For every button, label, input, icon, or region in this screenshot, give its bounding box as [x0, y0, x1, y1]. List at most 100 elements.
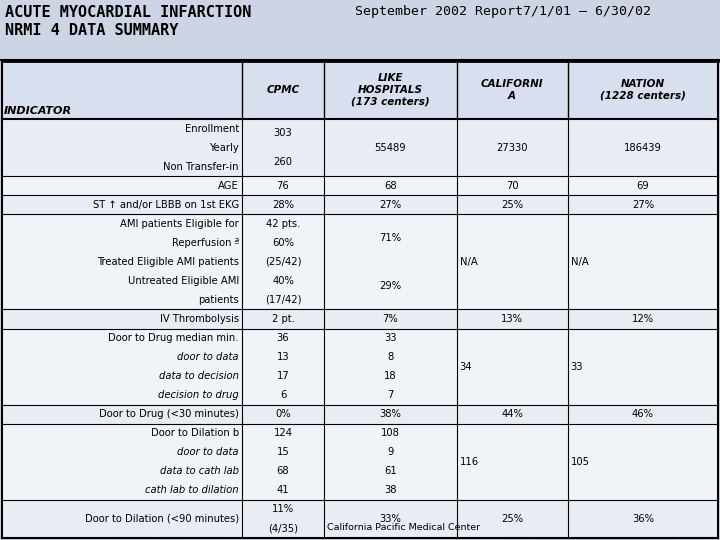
Text: Yearly: Yearly: [209, 143, 239, 153]
Text: 40%: 40%: [272, 276, 294, 286]
Text: LIKE
HOSPITALS
(173 centers): LIKE HOSPITALS (173 centers): [351, 73, 430, 107]
Text: 0%: 0%: [275, 409, 291, 419]
Bar: [2, 214, 718, 309]
Text: Door to Drug median min.: Door to Drug median min.: [109, 333, 239, 343]
Text: patients: patients: [198, 295, 239, 305]
Text: 13%: 13%: [501, 314, 523, 324]
Text: 68: 68: [384, 181, 397, 191]
Text: 7: 7: [387, 390, 394, 400]
Text: 60%: 60%: [272, 238, 294, 248]
Text: 28%: 28%: [272, 200, 294, 210]
Text: NATION
(1228 centers): NATION (1228 centers): [600, 79, 685, 101]
Text: 69: 69: [636, 181, 649, 191]
Text: Door to Dilation b: Door to Dilation b: [150, 428, 239, 438]
Text: cath lab to dilation: cath lab to dilation: [145, 485, 239, 495]
Text: 13: 13: [276, 352, 289, 362]
Text: (25/42): (25/42): [265, 257, 301, 267]
Ellipse shape: [15, 480, 185, 540]
Text: Untreated Eligible AMI: Untreated Eligible AMI: [127, 276, 239, 286]
Text: AMI patients Eligible for: AMI patients Eligible for: [120, 219, 239, 229]
Bar: [2, 309, 718, 328]
Text: 7%: 7%: [382, 314, 398, 324]
Text: 61: 61: [384, 467, 397, 476]
Text: decision to drug: decision to drug: [158, 390, 239, 400]
Text: 108: 108: [381, 428, 400, 438]
Text: Treated Eligible AMI patients: Treated Eligible AMI patients: [97, 257, 239, 267]
Text: 11%: 11%: [272, 504, 294, 515]
Bar: [2, 176, 718, 195]
Text: door to data: door to data: [177, 447, 239, 457]
Text: 38%: 38%: [379, 409, 401, 419]
Text: CPMC: CPMC: [266, 85, 300, 95]
Text: 38: 38: [384, 485, 397, 495]
Bar: [2, 404, 718, 424]
Text: 29%: 29%: [379, 281, 402, 291]
Text: 42 pts.: 42 pts.: [266, 219, 300, 229]
Text: 34: 34: [459, 362, 472, 372]
Text: 303: 303: [274, 129, 292, 138]
Text: INDICATOR: INDICATOR: [4, 106, 72, 116]
Text: IV Thrombolysis: IV Thrombolysis: [160, 314, 239, 324]
Text: ST ↑ and/or LBBB on 1st EKG: ST ↑ and/or LBBB on 1st EKG: [93, 200, 239, 210]
Bar: [2, 119, 718, 176]
Text: 36%: 36%: [632, 514, 654, 524]
Text: 6: 6: [280, 390, 287, 400]
Text: 27%: 27%: [631, 200, 654, 210]
Ellipse shape: [374, 460, 645, 540]
Text: ACUTE MYOCARDIAL INFARCTION: ACUTE MYOCARDIAL INFARCTION: [5, 5, 251, 20]
Text: 27%: 27%: [379, 200, 402, 210]
Text: Door to Drug (<30 minutes): Door to Drug (<30 minutes): [99, 409, 239, 419]
Text: 27330: 27330: [496, 143, 528, 153]
Text: N/A: N/A: [459, 257, 477, 267]
Bar: [2, 195, 718, 214]
Ellipse shape: [55, 480, 225, 540]
Text: California Pacific Medical Center: California Pacific Medical Center: [327, 523, 480, 532]
Text: Door to Dilation (<90 minutes): Door to Dilation (<90 minutes): [85, 514, 239, 524]
Text: 33: 33: [571, 362, 583, 372]
Text: data to cath lab: data to cath lab: [160, 467, 239, 476]
Text: 33%: 33%: [379, 514, 401, 524]
Text: 8: 8: [387, 352, 394, 362]
Text: 71%: 71%: [379, 233, 402, 243]
Bar: [2, 328, 718, 404]
Ellipse shape: [435, 460, 706, 540]
Text: 15: 15: [276, 447, 289, 457]
Text: 2 pt.: 2 pt.: [271, 314, 294, 324]
Text: 12%: 12%: [631, 314, 654, 324]
Text: AGE: AGE: [218, 181, 239, 191]
Text: CALIFORNI
A: CALIFORNI A: [481, 79, 544, 101]
Text: 25%: 25%: [501, 200, 523, 210]
Text: 25%: 25%: [501, 514, 523, 524]
Text: NRMI 4 DATA SUMMARY: NRMI 4 DATA SUMMARY: [5, 23, 179, 38]
Text: Non Transfer-in: Non Transfer-in: [163, 161, 239, 172]
Text: 76: 76: [276, 181, 289, 191]
Text: 9: 9: [387, 447, 394, 457]
Text: 105: 105: [571, 457, 590, 467]
Text: 18: 18: [384, 371, 397, 381]
Bar: [2, 500, 718, 538]
Text: 46%: 46%: [632, 409, 654, 419]
Text: Enrollment: Enrollment: [184, 124, 239, 133]
Text: 186439: 186439: [624, 143, 662, 153]
Ellipse shape: [405, 460, 675, 540]
Text: 55489: 55489: [374, 143, 406, 153]
Text: 33: 33: [384, 333, 397, 343]
Text: (4/35): (4/35): [268, 523, 298, 534]
Text: 260: 260: [274, 157, 292, 167]
Text: Reperfusion ª: Reperfusion ª: [171, 238, 239, 248]
Text: 41: 41: [276, 485, 289, 495]
Text: N/A: N/A: [571, 257, 588, 267]
Text: 17: 17: [276, 371, 289, 381]
Text: September 2002 Report7/1/01 – 6/30/02: September 2002 Report7/1/01 – 6/30/02: [355, 5, 651, 18]
Text: 116: 116: [459, 457, 479, 467]
Bar: [2, 424, 718, 500]
Text: data to decision: data to decision: [159, 371, 239, 381]
Text: 70: 70: [506, 181, 518, 191]
Text: 68: 68: [276, 467, 289, 476]
Bar: [2, 61, 718, 119]
Text: 44%: 44%: [501, 409, 523, 419]
Text: 36: 36: [276, 333, 289, 343]
Text: (17/42): (17/42): [265, 295, 301, 305]
Text: 124: 124: [274, 428, 292, 438]
Text: door to data: door to data: [177, 352, 239, 362]
